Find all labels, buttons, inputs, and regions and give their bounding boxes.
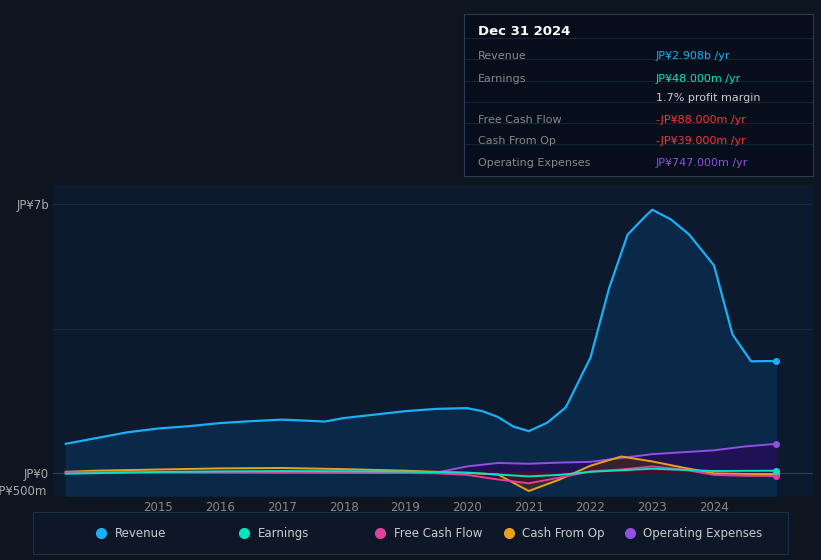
Text: JP¥48.000m /yr: JP¥48.000m /yr: [656, 74, 741, 84]
Text: Earnings: Earnings: [478, 74, 526, 84]
Text: Operating Expenses: Operating Expenses: [478, 158, 590, 169]
Text: Free Cash Flow: Free Cash Flow: [394, 527, 482, 540]
Text: JP¥2.908b /yr: JP¥2.908b /yr: [656, 51, 730, 61]
Text: Revenue: Revenue: [114, 527, 166, 540]
Text: Revenue: Revenue: [478, 51, 526, 61]
Text: 1.7% profit margin: 1.7% profit margin: [656, 94, 760, 104]
Text: Dec 31 2024: Dec 31 2024: [478, 25, 571, 39]
Text: -JP¥88.000m /yr: -JP¥88.000m /yr: [656, 115, 745, 124]
Text: Operating Expenses: Operating Expenses: [643, 527, 763, 540]
Text: -JP¥500m: -JP¥500m: [0, 486, 47, 498]
Text: Free Cash Flow: Free Cash Flow: [478, 115, 562, 124]
Text: JP¥747.000m /yr: JP¥747.000m /yr: [656, 158, 748, 169]
Text: Cash From Op: Cash From Op: [522, 527, 605, 540]
Text: Earnings: Earnings: [258, 527, 310, 540]
Text: Cash From Op: Cash From Op: [478, 136, 556, 146]
Text: -JP¥39.000m /yr: -JP¥39.000m /yr: [656, 136, 745, 146]
